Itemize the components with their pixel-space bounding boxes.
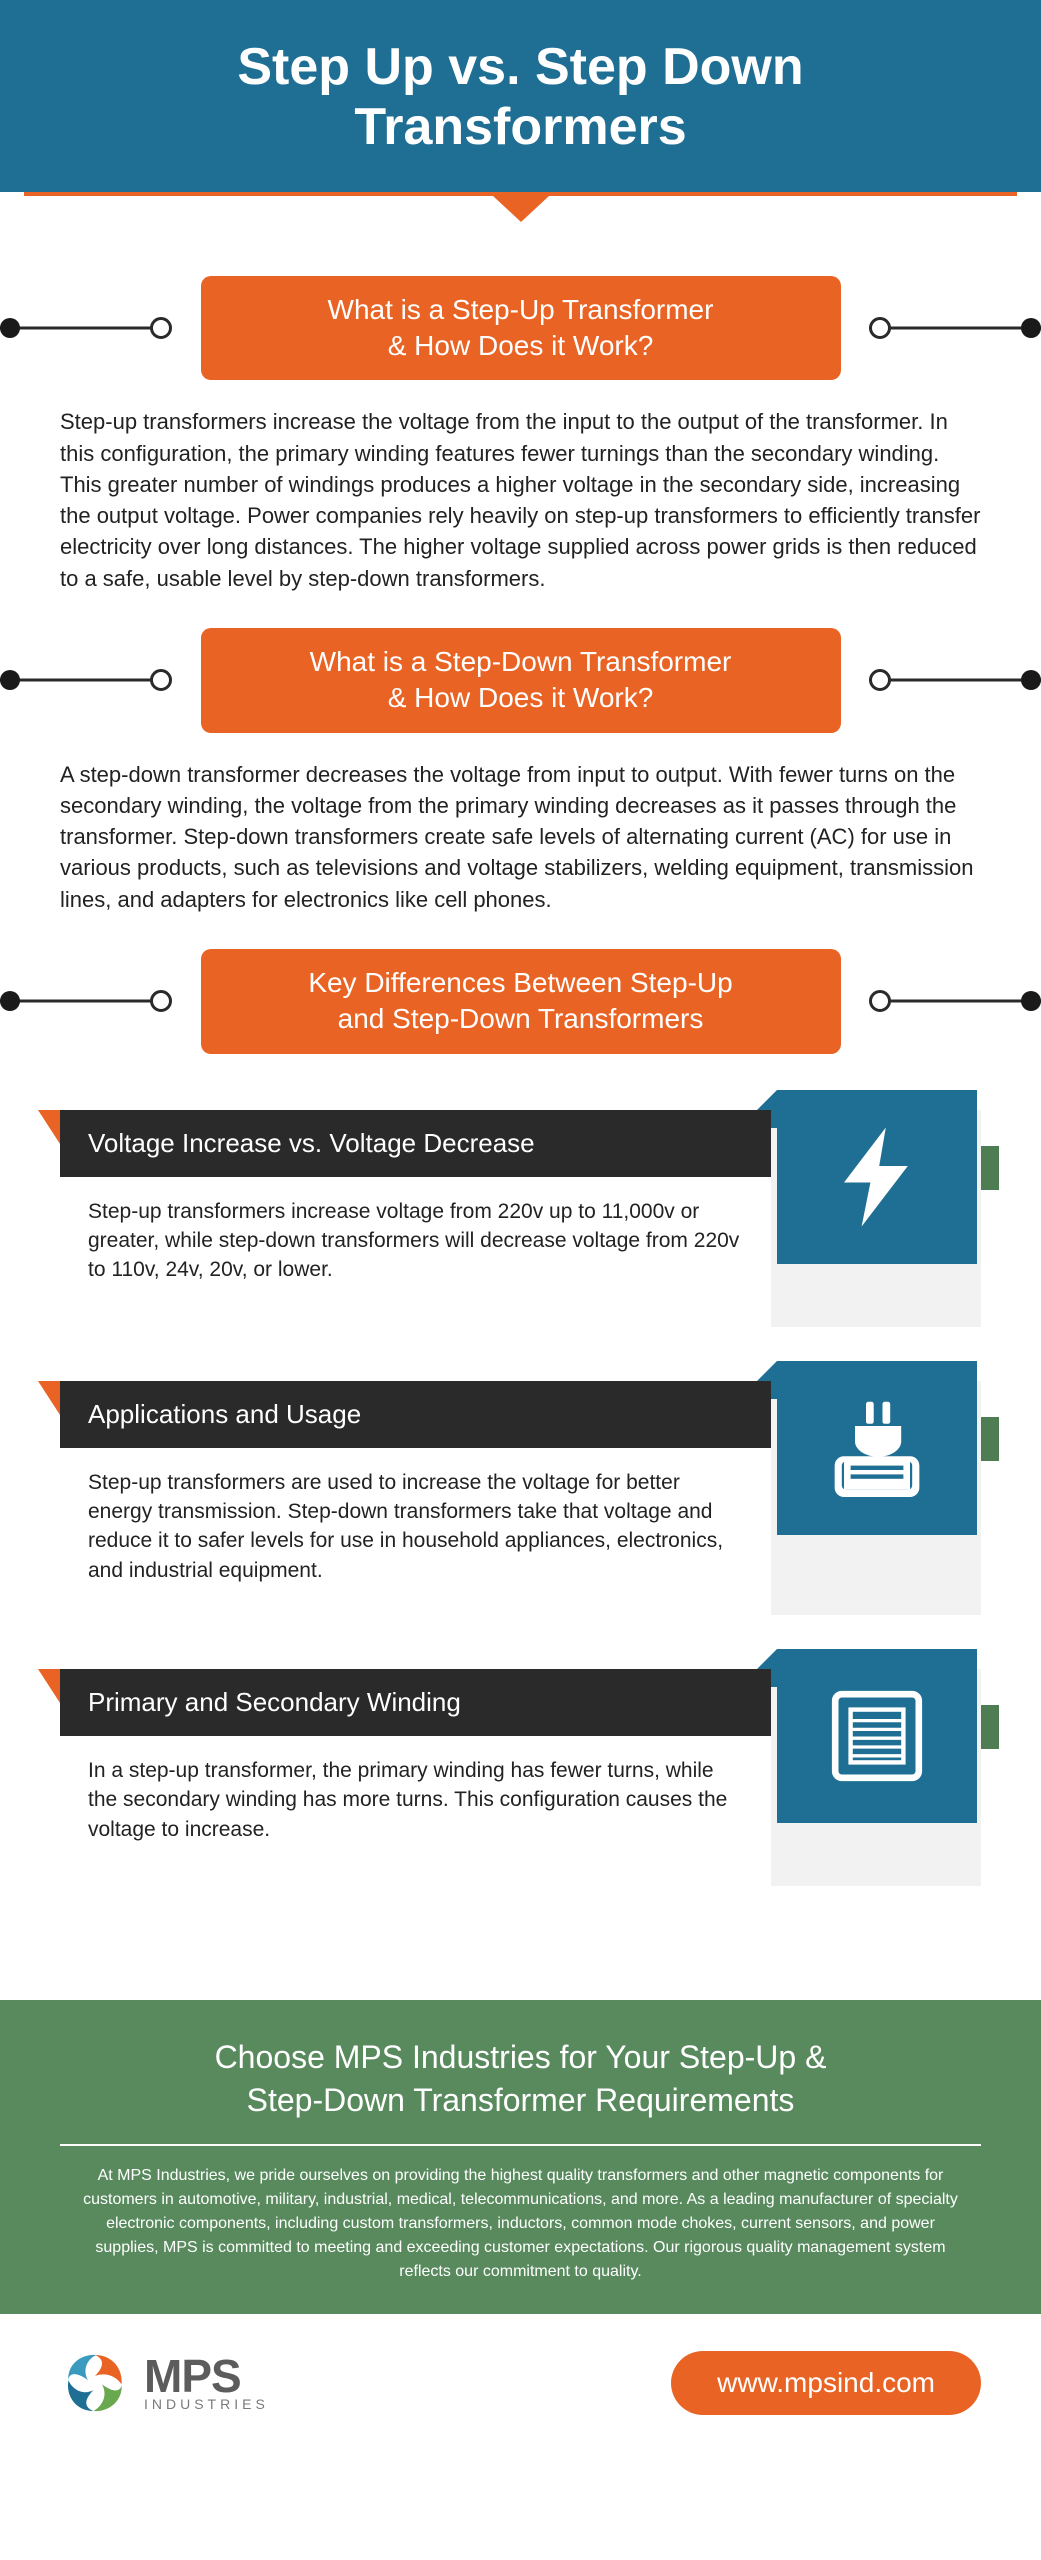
card-title: Primary and Secondary Winding	[60, 1669, 771, 1736]
card-body: Step-up transformers increase voltage fr…	[60, 1177, 771, 1327]
website-url: www.mpsind.com	[671, 2351, 981, 2415]
down-arrow-icon	[493, 196, 549, 222]
cta-body: At MPS Industries, we pride ourselves on…	[81, 2164, 961, 2284]
cta-title: Choose MPS Industries for Your Step-Up &…	[60, 2036, 981, 2122]
footer: MPS INDUSTRIES www.mpsind.com	[0, 2314, 1041, 2464]
heading-line-1: What is a Step-Up Transformer	[231, 292, 811, 328]
cards-container: Voltage Increase vs. Voltage Decrease St…	[0, 1080, 1041, 1951]
card-body: In a step-up transformer, the primary wi…	[60, 1736, 771, 1886]
page-title: Step Up vs. Step Down Transformers	[20, 38, 1021, 158]
heading-line-1: Key Differences Between Step-Up	[231, 965, 811, 1001]
transformer-icon	[777, 1649, 977, 1823]
heading-line-2: & How Does it Work?	[231, 328, 811, 364]
heading-line-2: and Step-Down Transformers	[231, 1001, 811, 1037]
cta-line-1: Choose MPS Industries for Your Step-Up &	[215, 2039, 827, 2075]
card-title: Applications and Usage	[60, 1381, 771, 1448]
logo-swirl-icon	[60, 2348, 130, 2418]
section-body-2: A step-down transformer decreases the vo…	[0, 759, 1041, 915]
plug-pot-icon	[777, 1361, 977, 1535]
title-line-2: Transformers	[354, 98, 686, 156]
hero-banner: Step Up vs. Step Down Transformers	[0, 0, 1041, 192]
heading-line-1: What is a Step-Down Transformer	[231, 644, 811, 680]
heading-pill: What is a Step-Down Transformer & How Do…	[201, 628, 841, 733]
bolt-icon	[777, 1090, 977, 1264]
logo-text-sub: INDUSTRIES	[144, 2398, 269, 2411]
card-applications: Applications and Usage Step-up transform…	[60, 1381, 981, 1616]
cta-line-2: Step-Down Transformer Requirements	[247, 2082, 795, 2118]
card-body: Step-up transformers are used to increas…	[60, 1448, 771, 1616]
card-voltage: Voltage Increase vs. Voltage Decrease St…	[60, 1110, 981, 1327]
hero-divider	[0, 192, 1041, 242]
mps-logo: MPS INDUSTRIES	[60, 2348, 269, 2418]
card-winding: Primary and Secondary Winding In a step-…	[60, 1669, 981, 1886]
title-line-1: Step Up vs. Step Down	[237, 38, 803, 96]
heading-pill: What is a Step-Up Transformer & How Does…	[201, 276, 841, 381]
card-title: Voltage Increase vs. Voltage Decrease	[60, 1110, 771, 1177]
section-heading-1: What is a Step-Up Transformer & How Does…	[0, 276, 1041, 381]
section-heading-3: Key Differences Between Step-Up and Step…	[0, 949, 1041, 1054]
heading-pill: Key Differences Between Step-Up and Step…	[201, 949, 841, 1054]
logo-text-main: MPS	[144, 2356, 269, 2397]
heading-line-2: & How Does it Work?	[231, 680, 811, 716]
section-heading-2: What is a Step-Down Transformer & How Do…	[0, 628, 1041, 733]
section-body-1: Step-up transformers increase the voltag…	[0, 406, 1041, 593]
cta-banner: Choose MPS Industries for Your Step-Up &…	[0, 2000, 1041, 2314]
